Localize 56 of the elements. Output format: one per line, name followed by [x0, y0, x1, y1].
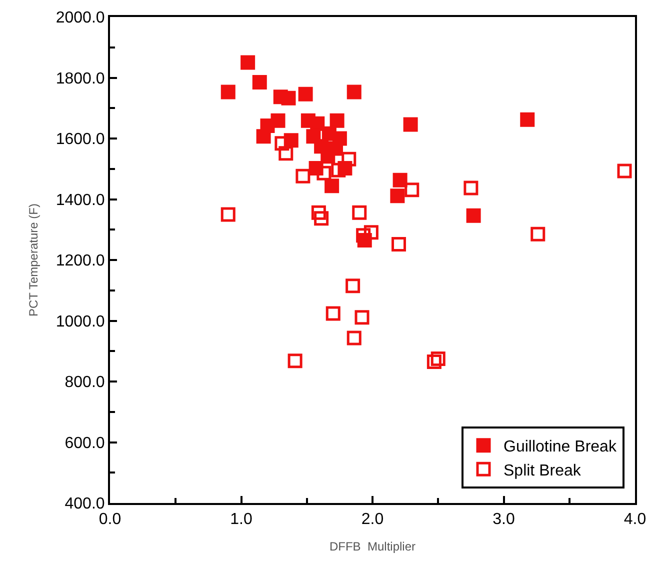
- y-tick-label: 1000.0: [56, 313, 105, 330]
- y-tick-label: 1200.0: [56, 252, 105, 270]
- point: [220, 84, 236, 100]
- point: [430, 351, 446, 366]
- x-tick-label: 1.0: [230, 511, 252, 528]
- x-tick-label: 2.0: [361, 511, 384, 528]
- point: [346, 84, 362, 100]
- x-tick-label: 0.0: [98, 511, 122, 528]
- point: [352, 205, 367, 220]
- point: [288, 354, 302, 368]
- point: [296, 168, 310, 184]
- point: [390, 188, 405, 204]
- legend-label: Guillotine Break: [504, 438, 618, 456]
- y-tick-label: 600.0: [64, 434, 105, 452]
- point: [281, 90, 296, 106]
- point: [464, 180, 478, 196]
- point: [617, 164, 632, 178]
- point: [330, 113, 344, 128]
- y-tick-label: 2000.0: [56, 10, 105, 27]
- point: [314, 211, 329, 226]
- point: [356, 228, 371, 243]
- point: [331, 162, 346, 178]
- point: [252, 75, 267, 90]
- point: [324, 178, 340, 194]
- point: [274, 136, 290, 151]
- point: [220, 207, 236, 222]
- point: [298, 86, 313, 102]
- point: [256, 129, 271, 144]
- point: [346, 330, 362, 346]
- point: [278, 146, 294, 161]
- y-tick-label: 1400.0: [56, 192, 105, 209]
- point: [311, 205, 326, 220]
- point: [426, 354, 442, 370]
- point: [240, 55, 256, 70]
- y-tick-label: 1800.0: [56, 70, 105, 88]
- x-tick-label: 3.0: [492, 511, 515, 528]
- y-axis-title: PCT Temperature (F): [26, 204, 41, 316]
- y-tick-label: 800.0: [64, 374, 105, 392]
- legend-label: Split Break: [504, 462, 582, 480]
- point: [354, 310, 370, 325]
- point: [403, 117, 418, 132]
- point: [530, 226, 546, 242]
- point: [392, 236, 406, 252]
- point: [520, 112, 535, 127]
- point: [342, 152, 356, 166]
- point: [346, 278, 360, 294]
- y-tick-label: 400.0: [64, 496, 105, 513]
- point: [316, 166, 332, 180]
- point: [404, 182, 420, 198]
- x-axis-title: DFFB Multiplier: [329, 540, 416, 554]
- y-tick-label: 1600.0: [56, 131, 105, 148]
- point: [466, 208, 481, 223]
- point: [326, 306, 340, 321]
- x-tick-label: 4.0: [624, 511, 646, 528]
- point: [364, 225, 378, 240]
- point: [392, 172, 408, 188]
